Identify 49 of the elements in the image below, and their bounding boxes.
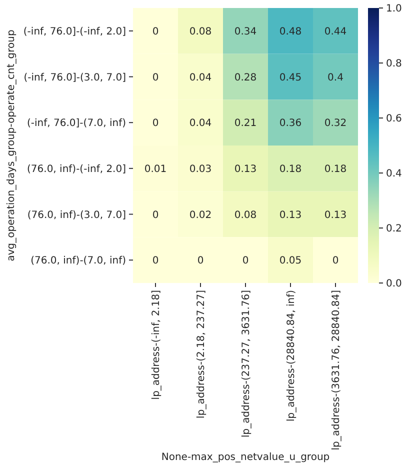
data-label: 0.05 xyxy=(279,256,302,267)
data-label: 0 xyxy=(152,72,159,84)
color-bar-label: 0.0 xyxy=(386,278,402,290)
y-tick-label: (76.0, inf)-(3.0, 7.0] xyxy=(27,210,126,221)
x-axis-title: None-max_pos_netvalue_u_group xyxy=(161,452,330,463)
data-label: 0.08 xyxy=(189,26,212,38)
data-label: 0.13 xyxy=(324,210,347,221)
data-label: 0 xyxy=(242,256,249,267)
color-bar-label: 0.8 xyxy=(386,58,402,70)
color-bar-label: 0.6 xyxy=(386,114,402,124)
data-label: 0.34 xyxy=(234,26,257,38)
x-tick-label: lp_address-(-inf, 2.18] xyxy=(151,290,162,400)
data-label: 0 xyxy=(152,118,159,130)
data-label: 0.13 xyxy=(234,164,257,175)
data-label: 0.45 xyxy=(279,72,302,84)
data-label: 0.02 xyxy=(189,210,212,221)
data-label: 0 xyxy=(152,256,159,267)
data-label: 0 xyxy=(152,210,159,221)
data-label: 0.04 xyxy=(189,72,212,84)
data-label: 0.44 xyxy=(324,26,347,38)
data-label: 0.18 xyxy=(324,164,347,175)
data-label: 0.18 xyxy=(279,164,302,175)
y-tick-label: (76.0, inf)-(-inf, 2.0] xyxy=(27,164,126,175)
x-tick-label: lp_address-(3631.76, 28840.84] xyxy=(331,290,342,450)
data-label: 0.13 xyxy=(279,210,302,221)
data-label: 0.21 xyxy=(234,118,257,130)
data-label: 0.4 xyxy=(328,72,344,84)
data-label: 0 xyxy=(197,256,204,267)
data-label: 0.32 xyxy=(324,118,347,130)
x-tick-label: lp_address-(28840.84, inf) xyxy=(286,290,297,422)
data-label: 0.28 xyxy=(234,72,257,84)
color-bar-label: 0.2 xyxy=(386,224,402,234)
data-label: 0.36 xyxy=(279,118,302,130)
data-label: 0.01 xyxy=(144,164,167,175)
data-label: 0.48 xyxy=(279,26,302,38)
color-bar-label: 1.0 xyxy=(386,4,402,14)
data-label: 0.03 xyxy=(189,164,212,175)
color-bar-label: 0.4 xyxy=(386,168,402,180)
y-tick-label: (-inf, 76.0]-(3.0, 7.0] xyxy=(24,72,126,84)
data-label: 0 xyxy=(152,26,159,38)
data-label: 0.04 xyxy=(189,118,212,130)
y-axis-title: avg_operation_days_group-operate_cnt_group xyxy=(6,30,17,262)
data-label: 0.08 xyxy=(234,210,257,221)
x-tick-label: lp_address-(2.18, 237.27] xyxy=(196,290,207,418)
y-tick-label: (-inf, 76.0]-(-inf, 2.0] xyxy=(23,26,126,38)
x-tick-label: lp_address-(237.27, 3631.76] xyxy=(241,290,252,438)
y-tick-label: (-inf, 76.0]-(7.0, inf) xyxy=(27,118,126,130)
y-tick-label: (76.0, inf)-(7.0, inf) xyxy=(30,256,126,267)
data-label: 0 xyxy=(332,256,339,267)
